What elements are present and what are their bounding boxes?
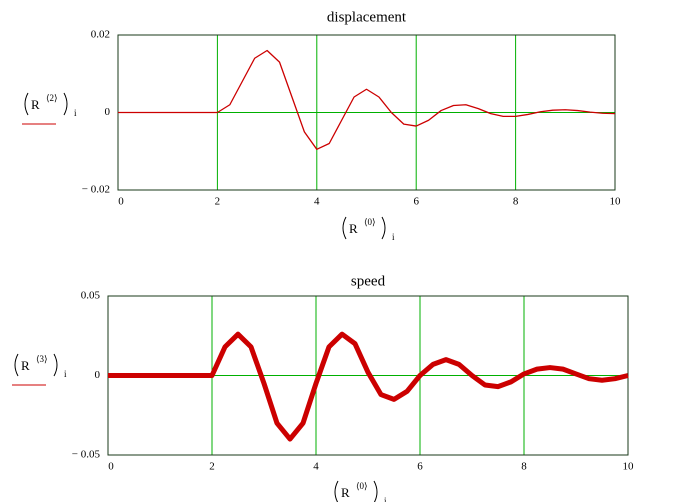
label-superscript: ⟨3⟩: [36, 354, 48, 364]
paren: [381, 216, 386, 240]
x-tick-label: 8: [521, 461, 527, 473]
label-superscript: ⟨2⟩: [46, 93, 58, 103]
x-tick-label: 0: [108, 461, 114, 473]
chart-title: speed: [351, 273, 386, 289]
x-tick-label: 6: [413, 196, 419, 208]
paren: [334, 480, 339, 502]
paren: [63, 92, 68, 116]
y-tick-label: 0.02: [91, 29, 110, 41]
x-tick-label: 0: [118, 196, 124, 208]
y-tick-label: 0: [95, 369, 101, 381]
label-superscript: ⟨0⟩: [364, 217, 376, 227]
x-tick-label: 2: [215, 196, 221, 208]
x-tick-label: 6: [417, 461, 423, 473]
paren: [24, 92, 29, 116]
paren: [14, 353, 19, 377]
paren: [373, 480, 378, 502]
label-base: R: [21, 358, 30, 373]
y-tick-label: − 0.05: [72, 449, 101, 461]
data-line: [108, 331, 629, 442]
x-tick-label: 8: [513, 196, 519, 208]
chart-title: displacement: [327, 9, 407, 25]
label-base: R: [31, 97, 40, 112]
x-tick-label: 2: [209, 461, 215, 473]
data-line: [118, 49, 616, 150]
x-tick-label: 10: [610, 196, 622, 208]
x-tick-label: 4: [313, 461, 319, 473]
label-superscript: ⟨0⟩: [356, 481, 368, 491]
x-tick-label: 10: [623, 461, 635, 473]
label-subscript: i: [392, 232, 395, 242]
label-subscript: i: [64, 369, 67, 379]
y-tick-label: 0: [105, 106, 111, 118]
y-tick-label: − 0.02: [82, 184, 110, 196]
label-base: R: [349, 221, 358, 236]
paren: [342, 216, 347, 240]
label-base: R: [341, 485, 350, 500]
y-tick-label: 0.05: [81, 290, 101, 302]
label-subscript: i: [74, 108, 77, 118]
x-tick-label: 4: [314, 196, 320, 208]
paren: [53, 353, 58, 377]
label-subscript: i: [384, 496, 387, 502]
